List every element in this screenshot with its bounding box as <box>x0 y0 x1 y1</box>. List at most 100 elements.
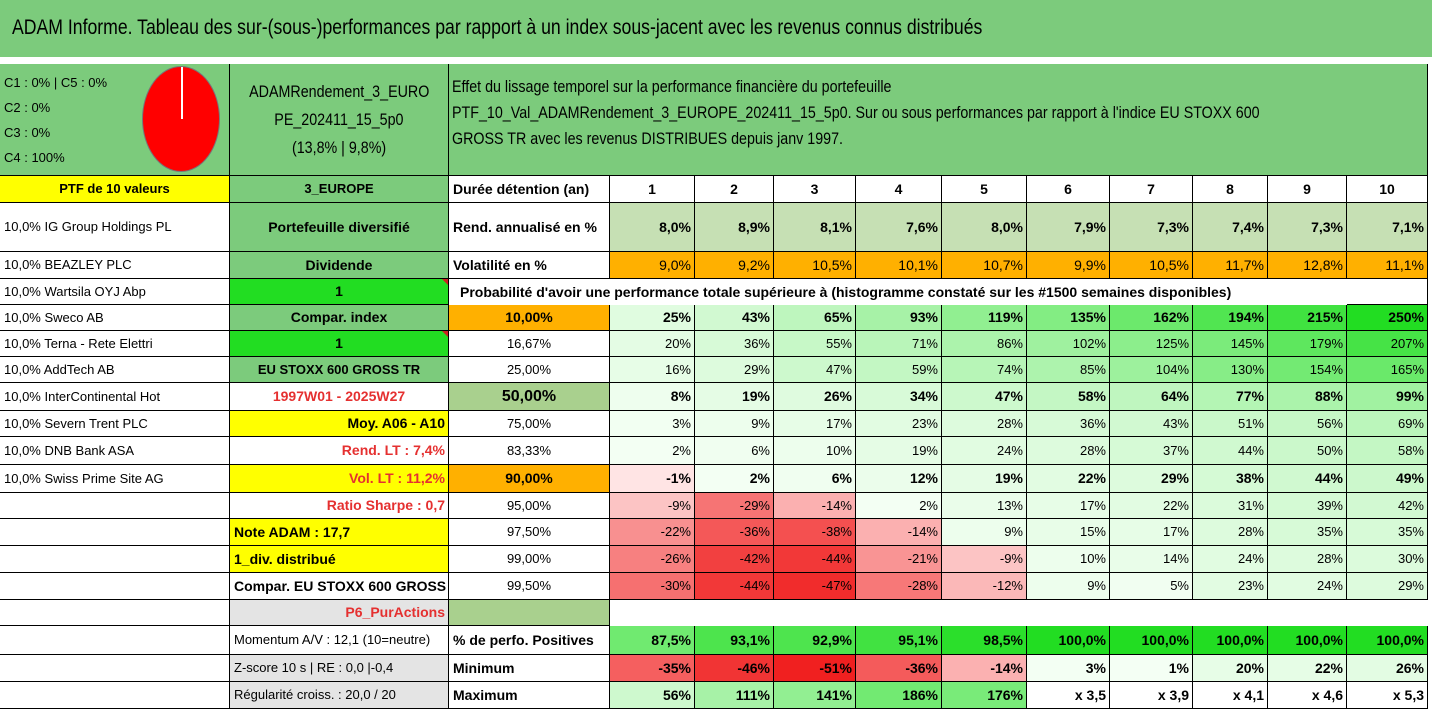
vol-value: 10,5% <box>1110 252 1193 279</box>
rend-value: 7,6% <box>856 203 942 252</box>
probability-value: 55% <box>774 331 856 357</box>
probability-value: 71% <box>856 331 942 357</box>
empty-cell <box>0 655 230 682</box>
vol-label: Volatilité en % <box>449 252 610 279</box>
probability-value: 99% <box>1347 383 1428 411</box>
probability-value: 6% <box>695 437 774 465</box>
info-value2: 1 <box>230 331 449 357</box>
empty-cell <box>0 493 230 519</box>
probability-value: 10% <box>1027 546 1110 573</box>
probability-value: -28% <box>856 573 942 600</box>
probability-value: 8% <box>610 383 695 411</box>
probability-level: 50,00% <box>449 383 610 411</box>
maximum-value: x 5,3 <box>1347 682 1428 709</box>
probability-value: 179% <box>1268 331 1347 357</box>
probability-value: 37% <box>1110 437 1193 465</box>
portfolio-header: PTF de 10 valeurs <box>0 176 230 203</box>
probability-value: 22% <box>1110 493 1193 519</box>
description-line: Effet du lissage temporel sur la perform… <box>452 77 892 96</box>
probability-value: 56% <box>1268 411 1347 437</box>
probability-value: 135% <box>1027 305 1110 331</box>
legend-item: C2 : 0% <box>4 99 51 115</box>
probability-value: 47% <box>942 383 1027 411</box>
empty-cell <box>0 573 230 600</box>
positive-value: 98,5% <box>942 626 1027 655</box>
year-header: 7 <box>1110 176 1193 203</box>
probability-value: 215% <box>1268 305 1347 331</box>
probability-value: 29% <box>1110 465 1193 493</box>
probability-value: 44% <box>1268 465 1347 493</box>
holding-row: 10,0% Severn Trent PLC <box>0 411 230 437</box>
fund-name-line: PE_202411_15_5p0 <box>274 109 404 129</box>
description-line: GROSS TR avec les revenus DISTRIBUES dep… <box>452 129 844 148</box>
probability-value: -14% <box>774 493 856 519</box>
vol-value: 11,1% <box>1347 252 1428 279</box>
probability-value: -38% <box>774 519 856 546</box>
info-index: EU STOXX 600 GROSS TR <box>230 357 449 383</box>
empty-cell <box>0 626 230 655</box>
probability-value: 26% <box>774 383 856 411</box>
probability-value: 19% <box>856 437 942 465</box>
probability-level: 95,00% <box>449 493 610 519</box>
rend-value: 8,0% <box>610 203 695 252</box>
minimum-value: -46% <box>695 655 774 682</box>
info-zscore: Z-score 10 s | RE : 0,0 |-0,4 <box>230 655 449 682</box>
probability-value: 29% <box>1347 573 1428 600</box>
empty-cell <box>0 519 230 546</box>
probability-value: 28% <box>1268 546 1347 573</box>
probability-value: 10% <box>774 437 856 465</box>
rend-value: 7,4% <box>1193 203 1268 252</box>
rend-value: 7,3% <box>1268 203 1347 252</box>
maximum-value: x 3,9 <box>1110 682 1193 709</box>
info-momentum: Momentum A/V : 12,1 (10=neutre) <box>230 626 449 655</box>
year-header: 10 <box>1347 176 1428 203</box>
probability-value: 102% <box>1027 331 1110 357</box>
probability-value: 35% <box>1347 519 1428 546</box>
probability-value: 38% <box>1193 465 1268 493</box>
vol-value: 10,5% <box>774 252 856 279</box>
probability-level: 10,00% <box>449 305 610 331</box>
empty-cell <box>0 682 230 709</box>
probability-value: -26% <box>610 546 695 573</box>
minimum-value: 3% <box>1027 655 1110 682</box>
probability-value: -44% <box>774 546 856 573</box>
positive-value: 100,0% <box>1027 626 1110 655</box>
positive-value: 87,5% <box>610 626 695 655</box>
legend-item: C3 : 0% <box>4 124 51 140</box>
probability-value: 51% <box>1193 411 1268 437</box>
probability-value: 93% <box>856 305 942 331</box>
probability-value: 74% <box>942 357 1027 383</box>
rend-value: 8,9% <box>695 203 774 252</box>
probability-value: 9% <box>1027 573 1110 600</box>
rend-value: 7,1% <box>1347 203 1428 252</box>
page-title: ADAM Informe. Tableau des sur-(sous-)per… <box>12 16 983 39</box>
vol-value: 11,7% <box>1193 252 1268 279</box>
probability-level: 97,50% <box>449 519 610 546</box>
probability-value: 31% <box>1193 493 1268 519</box>
region-label: 3_EUROPE <box>230 176 449 203</box>
minimum-value: 26% <box>1347 655 1428 682</box>
probability-value: 250% <box>1347 305 1428 331</box>
minimum-value: -36% <box>856 655 942 682</box>
minimum-value: 20% <box>1193 655 1268 682</box>
probability-value: 2% <box>610 437 695 465</box>
probability-value: 162% <box>1110 305 1193 331</box>
probability-value: 6% <box>774 465 856 493</box>
description-panel <box>449 64 1428 176</box>
probability-value: -30% <box>610 573 695 600</box>
probability-value: 39% <box>1268 493 1347 519</box>
probability-value: 14% <box>1110 546 1193 573</box>
probability-value: 49% <box>1347 465 1428 493</box>
probability-note: Probabilité d'avoir une performance tota… <box>460 284 1232 300</box>
fund-name-line: (13,8% | 9,8%) <box>291 137 387 157</box>
probability-value: 207% <box>1347 331 1428 357</box>
minimum-value: 22% <box>1268 655 1347 682</box>
positive-value: 100,0% <box>1347 626 1428 655</box>
title-banner: ADAM Informe. Tableau des sur-(sous-)per… <box>0 0 1432 57</box>
probability-level: 99,50% <box>449 573 610 600</box>
holding-row: 10,0% InterContinental Hot <box>0 383 230 411</box>
probability-value: 19% <box>942 465 1027 493</box>
probability-value: 130% <box>1193 357 1268 383</box>
info-moy: Moy. A06 - A10 <box>230 411 449 437</box>
probability-value: 36% <box>1027 411 1110 437</box>
